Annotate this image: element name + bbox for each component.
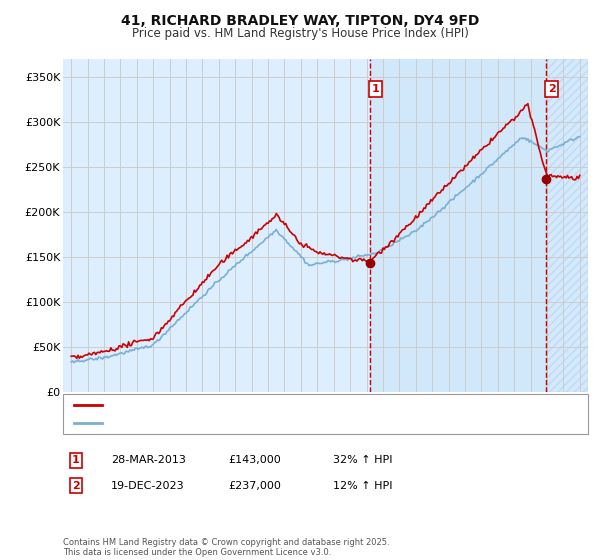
- Text: 1: 1: [372, 84, 380, 94]
- Text: 12% ↑ HPI: 12% ↑ HPI: [333, 480, 392, 491]
- Bar: [370, 59, 547, 392]
- Text: 28-MAR-2013: 28-MAR-2013: [111, 455, 186, 465]
- Text: 19-DEC-2023: 19-DEC-2023: [111, 480, 185, 491]
- Text: 1: 1: [72, 455, 80, 465]
- Text: Price paid vs. HM Land Registry's House Price Index (HPI): Price paid vs. HM Land Registry's House …: [131, 27, 469, 40]
- Text: 2: 2: [548, 84, 556, 94]
- Text: 41, RICHARD BRADLEY WAY, TIPTON, DY4 9FD (semi-detached house): 41, RICHARD BRADLEY WAY, TIPTON, DY4 9FD…: [108, 400, 449, 410]
- Text: Contains HM Land Registry data © Crown copyright and database right 2025.
This d: Contains HM Land Registry data © Crown c…: [63, 538, 389, 557]
- Text: £143,000: £143,000: [228, 455, 281, 465]
- Text: 41, RICHARD BRADLEY WAY, TIPTON, DY4 9FD: 41, RICHARD BRADLEY WAY, TIPTON, DY4 9FD: [121, 14, 479, 28]
- Text: HPI: Average price, semi-detached house, Sandwell: HPI: Average price, semi-detached house,…: [108, 418, 360, 428]
- Text: 32% ↑ HPI: 32% ↑ HPI: [333, 455, 392, 465]
- Text: 2: 2: [72, 480, 80, 491]
- Text: £237,000: £237,000: [228, 480, 281, 491]
- Bar: [547, 59, 588, 392]
